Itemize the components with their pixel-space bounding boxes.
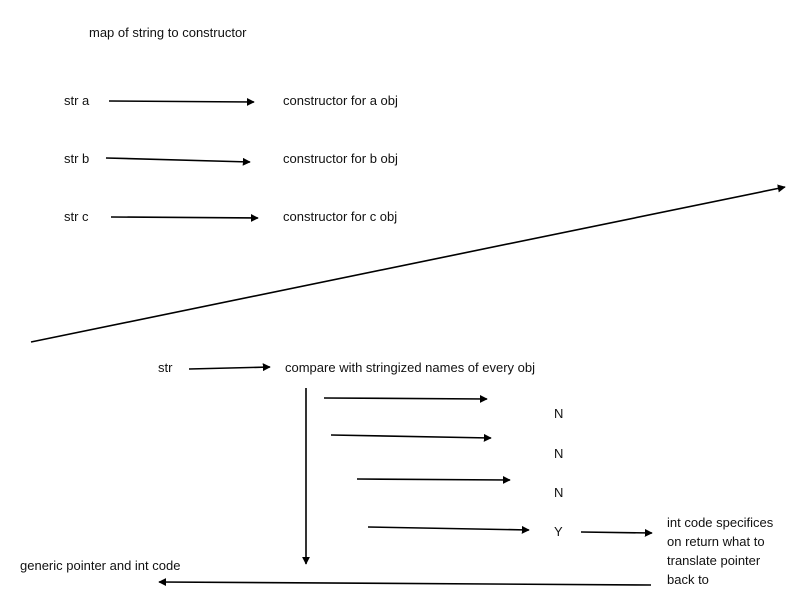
- arrow-result-3: [356, 475, 511, 484]
- arrow-result-4: [367, 525, 530, 534]
- lookup-process: compare with stringized names of every o…: [285, 360, 536, 375]
- result-3: N: [554, 485, 564, 500]
- arrow-str-b: [105, 157, 251, 166]
- map-key-b: str b: [64, 151, 90, 166]
- result-1: N: [554, 406, 564, 421]
- arrow-y-to-output: [580, 528, 653, 537]
- match-output-line-1: int code specifices: [667, 515, 774, 530]
- diagram-title: map of string to constructor: [89, 25, 247, 40]
- arrow-str-to-compare: [188, 363, 271, 372]
- arrow-result-2: [330, 433, 492, 442]
- final-output: generic pointer and int code: [20, 558, 181, 573]
- map-value-c: constructor for c obj: [283, 209, 398, 224]
- map-key-a: str a: [64, 93, 90, 108]
- lookup-input: str: [158, 360, 173, 375]
- arrow-return: [158, 578, 652, 587]
- match-output-line-2: on return what to: [667, 534, 765, 549]
- result-2: N: [554, 446, 564, 461]
- arrow-diagonal: [30, 184, 786, 343]
- match-output-line-4: back to: [667, 572, 709, 587]
- result-4: Y: [554, 524, 563, 539]
- map-key-c: str c: [64, 209, 89, 224]
- arrow-result-1: [323, 394, 488, 403]
- map-value-a: constructor for a obj: [283, 93, 398, 108]
- arrow-str-a: [108, 97, 255, 106]
- arrow-str-c: [110, 213, 259, 222]
- map-value-b: constructor for b obj: [283, 151, 398, 166]
- match-output-line-3: translate pointer: [667, 553, 761, 568]
